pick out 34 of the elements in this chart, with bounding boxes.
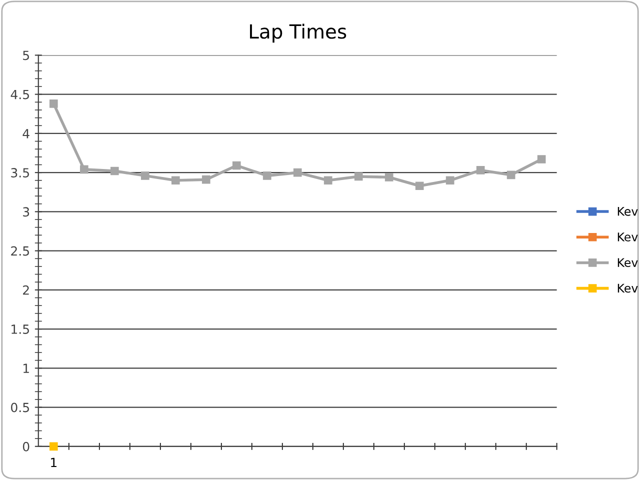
y-tick-label: 1 — [23, 364, 29, 373]
y-tick-label: 4 — [22, 129, 30, 138]
legend-label: Kev — [618, 258, 638, 268]
y-tick-label: 2 — [23, 285, 29, 295]
y-tick-label: 3.5 — [11, 168, 29, 178]
point — [354, 172, 363, 181]
point — [262, 172, 272, 180]
y-tick-label: 2.5 — [11, 246, 29, 256]
chart-title: Lap Times — [250, 24, 346, 43]
y-tick-label: 3 — [23, 207, 30, 217]
point — [171, 176, 180, 185]
point — [415, 182, 424, 190]
y-tick-label: 4.5 — [10, 90, 29, 100]
y-tick-label: 5 — [23, 50, 29, 60]
point — [140, 172, 150, 180]
point — [49, 100, 58, 108]
point — [384, 173, 394, 182]
legend-label: Kev — [618, 232, 638, 242]
point — [232, 161, 241, 170]
point — [110, 166, 119, 176]
y-tick-label: 1.5 — [12, 324, 29, 334]
point — [506, 170, 516, 180]
point — [293, 168, 302, 177]
y-tick-label: 0 — [22, 442, 30, 452]
point — [324, 176, 332, 185]
point — [476, 166, 485, 174]
point — [446, 176, 454, 185]
legend-label: Kev — [618, 207, 638, 216]
y-tick-label: 0.5 — [11, 402, 29, 412]
point — [537, 155, 546, 164]
point — [80, 165, 88, 174]
legend-label: Kev — [618, 284, 638, 293]
point — [202, 175, 210, 184]
point — [49, 442, 58, 451]
